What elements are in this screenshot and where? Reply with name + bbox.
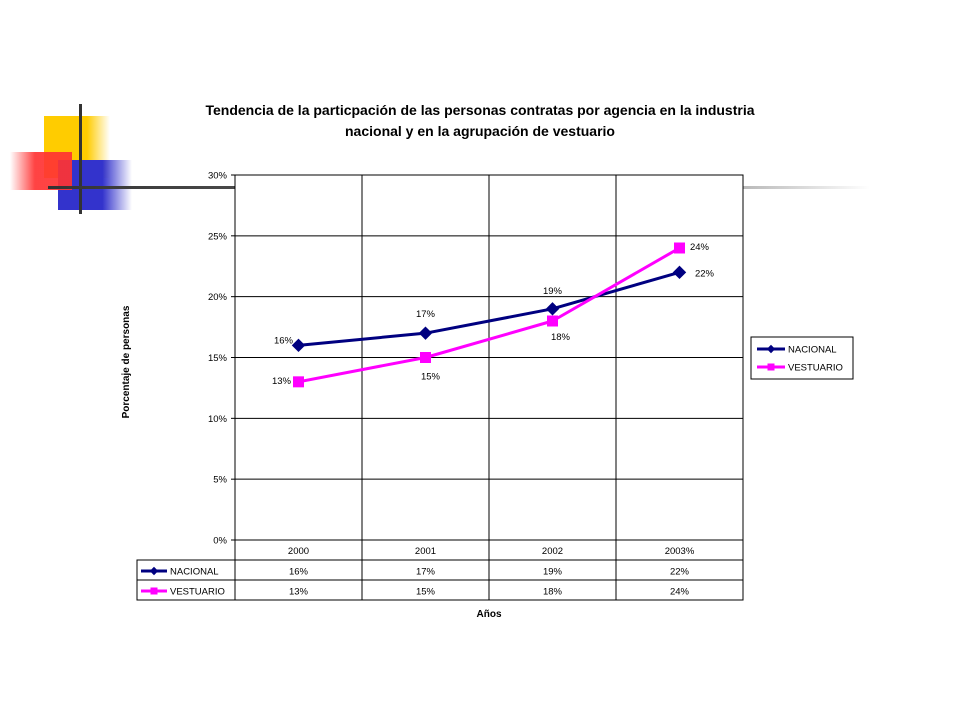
y-tick-label: 20% [208,292,228,303]
data-label-vestuario: 15% [421,372,441,383]
table-cell-vestuario: 15% [416,587,436,598]
chart-title-line-1: Tendencia de la particpación de las pers… [205,102,755,118]
legend-label-vestuario: VESTUARIO [788,363,843,374]
decor-red-square [10,152,72,190]
table-cell-vestuario: 24% [670,587,690,598]
data-label-vestuario: 13% [272,376,292,387]
table-cell-vestuario: 13% [289,587,309,598]
data-label-nacional: 22% [695,268,715,279]
y-tick-label: 10% [208,414,228,425]
table-cell-nacional: 22% [670,567,690,578]
table-row-label-vestuario: VESTUARIO [170,587,225,598]
legend-marker-vestuario [767,363,775,371]
data-label-nacional: 19% [543,286,563,297]
table-row-label-nacional: NACIONAL [170,567,219,578]
y-tick-label: 15% [208,353,228,364]
x-category-label: 2003% [665,546,695,557]
legend-marker-nacional [766,344,776,354]
data-point-nacional [545,302,560,316]
table-cell-nacional: 16% [289,567,309,578]
table-cell-vestuario: 18% [543,587,563,598]
data-point-nacional [672,265,687,280]
series-line-vestuario [298,246,681,384]
data-label-vestuario: 18% [551,332,571,343]
data-label-nacional: 16% [274,335,294,346]
decor-vertical-line [79,104,82,214]
data-point-vestuario [674,242,685,254]
x-category-label: 2001 [415,546,436,557]
data-label-vestuario: 24% [690,242,710,253]
y-tick-label: 25% [208,231,228,242]
data-point-vestuario [293,376,304,388]
chart-title-line-2: nacional y en la agrupación de vestuario [345,123,615,139]
data-point-nacional [418,326,433,340]
y-axis-label: Porcentaje de personas [121,305,132,418]
x-axis-label: Años [477,609,502,620]
series-line-nacional [298,270,680,347]
table-cell-nacional: 19% [543,567,563,578]
y-tick-label: 5% [213,475,227,486]
data-point-nacional [291,338,306,353]
data-label-nacional: 17% [416,309,436,320]
y-tick-label: 30% [208,171,228,182]
y-tick-label: 0% [213,536,227,547]
legend-box [750,336,854,380]
chart-title: Tendencia de la particpación de las pers… [170,100,790,142]
table-cell-nacional: 17% [416,567,436,578]
table-key-marker-vestuario [150,587,158,595]
data-point-vestuario [547,315,558,327]
data-point-vestuario [420,352,431,363]
table-key-marker-nacional [149,566,159,576]
x-category-label: 2002 [542,546,563,557]
legend-label-nacional: NACIONAL [788,345,837,356]
x-category-label: 2000 [288,546,309,557]
